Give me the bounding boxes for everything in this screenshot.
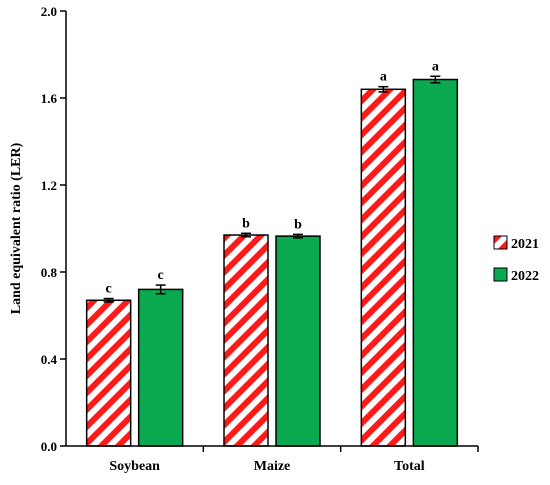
bar-2022-maize [275,235,321,447]
significance-letter-2021-maize: b [242,216,250,231]
y-tick-label: 1.2 [41,178,57,193]
y-tick-label: 0.4 [41,352,58,367]
bars-layer: c c b b a a [85,59,459,447]
legend-swatch-2022 [493,267,508,282]
bar-2021-total [360,88,407,447]
legend: 2021 2022 [493,235,539,284]
significance-letter-2022-maize: b [294,217,302,232]
y-tick-label: 2.0 [41,4,57,19]
legend-label-2021: 2021 [511,237,539,252]
bar-2021-maize [223,234,269,447]
axes-layer: Soybean Maize Total 0.0 0.4 0.8 1.2 1.6 2.0 [41,4,479,474]
significance-letter-2022-total: a [432,59,439,74]
significance-letter-2022-soybean: c [158,268,164,283]
x-tick-label-maize: Maize [254,459,291,474]
y-tick-label: 0.8 [41,265,58,280]
bar-2022-total [412,78,459,447]
y-axis-title: Land equivalent ratio (LER) [9,142,24,314]
x-tick-label-total: Total [394,459,425,474]
x-tick-label-soybean: Soybean [109,459,160,474]
legend-label-2022: 2022 [511,269,539,284]
y-tick-label: 1.6 [41,91,58,106]
bar-2022-soybean [137,288,184,447]
significance-letter-2021-total: a [380,70,387,85]
y-tick-label: 0.0 [41,439,57,454]
significance-letter-2021-soybean: c [106,282,112,297]
legend-swatch-2021 [493,235,508,250]
bar-2021-soybean [85,299,132,447]
